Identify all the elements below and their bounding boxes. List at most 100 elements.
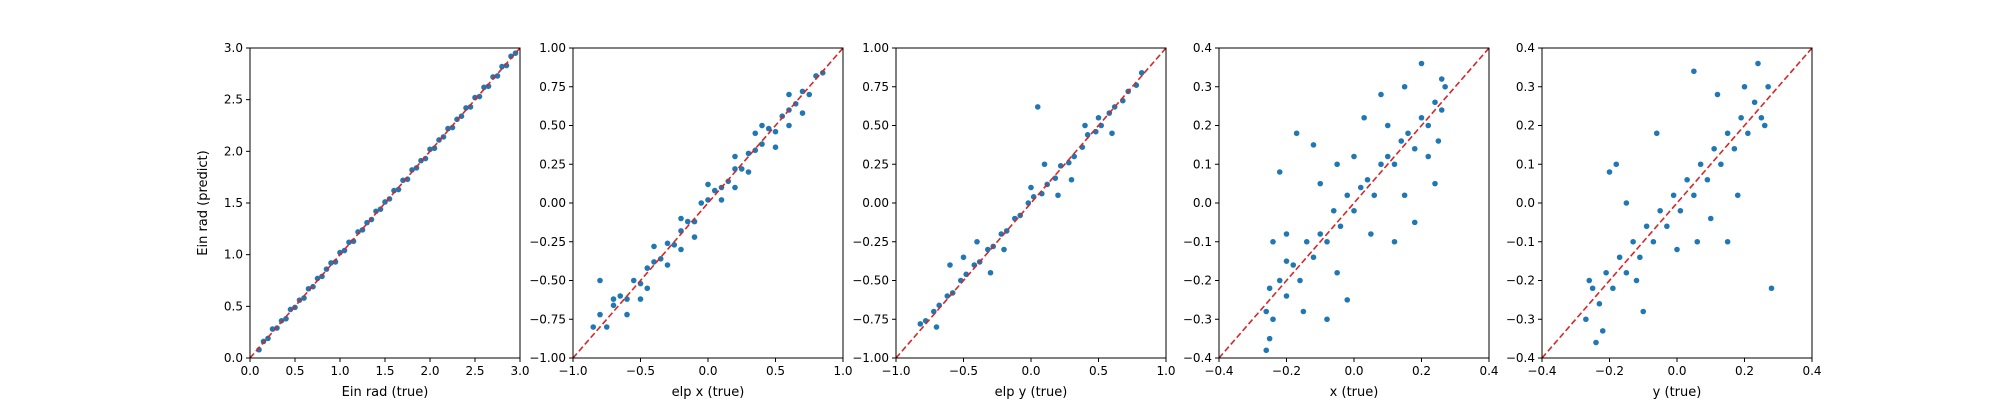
- data-point: [1344, 192, 1351, 199]
- data-point: [1334, 269, 1340, 276]
- data-point: [987, 269, 994, 276]
- x-tick-label: 0.2: [1735, 364, 1754, 378]
- data-point: [1711, 145, 1717, 152]
- data-point: [691, 234, 698, 240]
- data-point: [1691, 192, 1697, 199]
- y-tick-label: 0.0: [1193, 196, 1212, 210]
- data-point: [1718, 161, 1724, 168]
- data-point: [1599, 328, 1606, 334]
- y-tick-label: −0.4: [1183, 351, 1212, 365]
- y-tick-label: 0.4: [1193, 41, 1212, 55]
- x-tick-label: 0.4: [1802, 364, 1821, 378]
- data-point: [1411, 219, 1418, 226]
- data-point: [1640, 308, 1647, 315]
- data-point: [359, 227, 366, 233]
- data-point: [1351, 207, 1357, 214]
- data-point: [476, 93, 483, 100]
- data-point: [792, 101, 799, 107]
- x-axis-label: Ein rad (true): [342, 385, 429, 400]
- data-point: [1378, 161, 1384, 168]
- y-tick-label: −0.4: [1506, 351, 1535, 365]
- x-tick-label: 1.0: [1156, 364, 1175, 378]
- data-point: [1664, 223, 1670, 230]
- data-point: [1276, 277, 1283, 284]
- x-tick-label: 0.4: [1479, 364, 1498, 378]
- data-point: [1283, 293, 1290, 299]
- data-point: [1613, 161, 1620, 168]
- data-point: [1401, 192, 1408, 199]
- x-axis-label: elp y (true): [995, 385, 1068, 400]
- data-point: [328, 260, 334, 266]
- data-point: [1684, 176, 1690, 183]
- data-point: [1330, 207, 1337, 214]
- data-point: [1707, 215, 1714, 222]
- y-tick-label: 0.3: [1516, 80, 1535, 94]
- x-tick-label: 0.5: [766, 364, 785, 378]
- y-tick-label: −0.2: [1506, 274, 1535, 288]
- data-point: [1028, 184, 1034, 191]
- data-point: [1405, 130, 1411, 137]
- scatter-points: [1583, 60, 1775, 346]
- data-point: [1442, 83, 1448, 90]
- data-point: [664, 240, 671, 247]
- data-point: [1653, 130, 1660, 137]
- data-point: [1586, 277, 1593, 284]
- scatter-points: [1263, 60, 1448, 354]
- data-point: [283, 315, 289, 322]
- data-point: [1755, 60, 1761, 67]
- x-tick-label: −0.5: [626, 364, 655, 378]
- data-point: [1384, 153, 1391, 160]
- x-axis-label: x (true): [1330, 385, 1379, 400]
- x-tick-label: 0.5: [285, 364, 304, 378]
- data-point: [718, 197, 725, 203]
- data-point: [1300, 308, 1307, 315]
- y-tick-label: 0.50: [539, 119, 566, 133]
- data-point: [1677, 207, 1684, 214]
- data-point: [1610, 285, 1616, 292]
- data-point: [759, 141, 765, 147]
- data-point: [1263, 308, 1270, 315]
- data-point: [779, 113, 786, 119]
- y-tick-label: −0.1: [1506, 235, 1535, 249]
- data-point: [1290, 262, 1297, 268]
- data-point: [657, 255, 664, 262]
- data-point: [1317, 180, 1324, 187]
- data-point: [671, 242, 678, 248]
- data-point: [806, 91, 813, 98]
- x-tick-label: 0.0: [1021, 364, 1040, 378]
- data-point: [1334, 161, 1340, 168]
- data-point: [1734, 192, 1741, 199]
- data-point: [590, 324, 597, 330]
- data-point: [1761, 122, 1768, 129]
- data-point: [1293, 130, 1300, 137]
- subplot-3: −1.0 −0.5 0.0 0.5 1.0 −1.00 −0.75 −0.50 −0.25 0.0…: [852, 41, 1175, 400]
- data-point: [1266, 335, 1273, 342]
- x-tick-label: 3.0: [510, 364, 529, 378]
- data-point: [1344, 297, 1351, 303]
- data-point: [933, 324, 940, 330]
- data-point: [772, 128, 779, 135]
- y-tick-label: −0.3: [1506, 312, 1535, 326]
- data-point: [1411, 145, 1418, 152]
- data-point: [985, 246, 991, 253]
- y-tick-label: 0.2: [1516, 119, 1535, 133]
- y-tick-label: −0.25: [529, 235, 566, 249]
- data-point: [1435, 138, 1442, 144]
- data-point: [644, 285, 651, 292]
- data-point: [1724, 238, 1731, 245]
- data-point: [481, 84, 487, 91]
- x-tick-label: 0.0: [1667, 364, 1686, 378]
- x-tick-label: −1.0: [881, 364, 910, 378]
- x-tick-label: 1.0: [833, 364, 852, 378]
- data-point: [1351, 153, 1357, 160]
- x-tick-label: 1.0: [330, 364, 349, 378]
- y-tick-label: 1.5: [224, 196, 243, 210]
- data-point: [1066, 159, 1072, 166]
- data-point: [1691, 68, 1697, 75]
- scatter-points: [917, 70, 1145, 330]
- y-tick-label: 1.0: [224, 248, 243, 262]
- x-tick-label: −0.5: [949, 364, 978, 378]
- identity-line: [1542, 48, 1812, 358]
- subplot-4: −0.4 −0.2 0.0 0.2 0.4 −0.4 −0.3 −0.2 −0.1 0.0 0.1 0…: [1183, 41, 1499, 400]
- data-point: [786, 122, 792, 129]
